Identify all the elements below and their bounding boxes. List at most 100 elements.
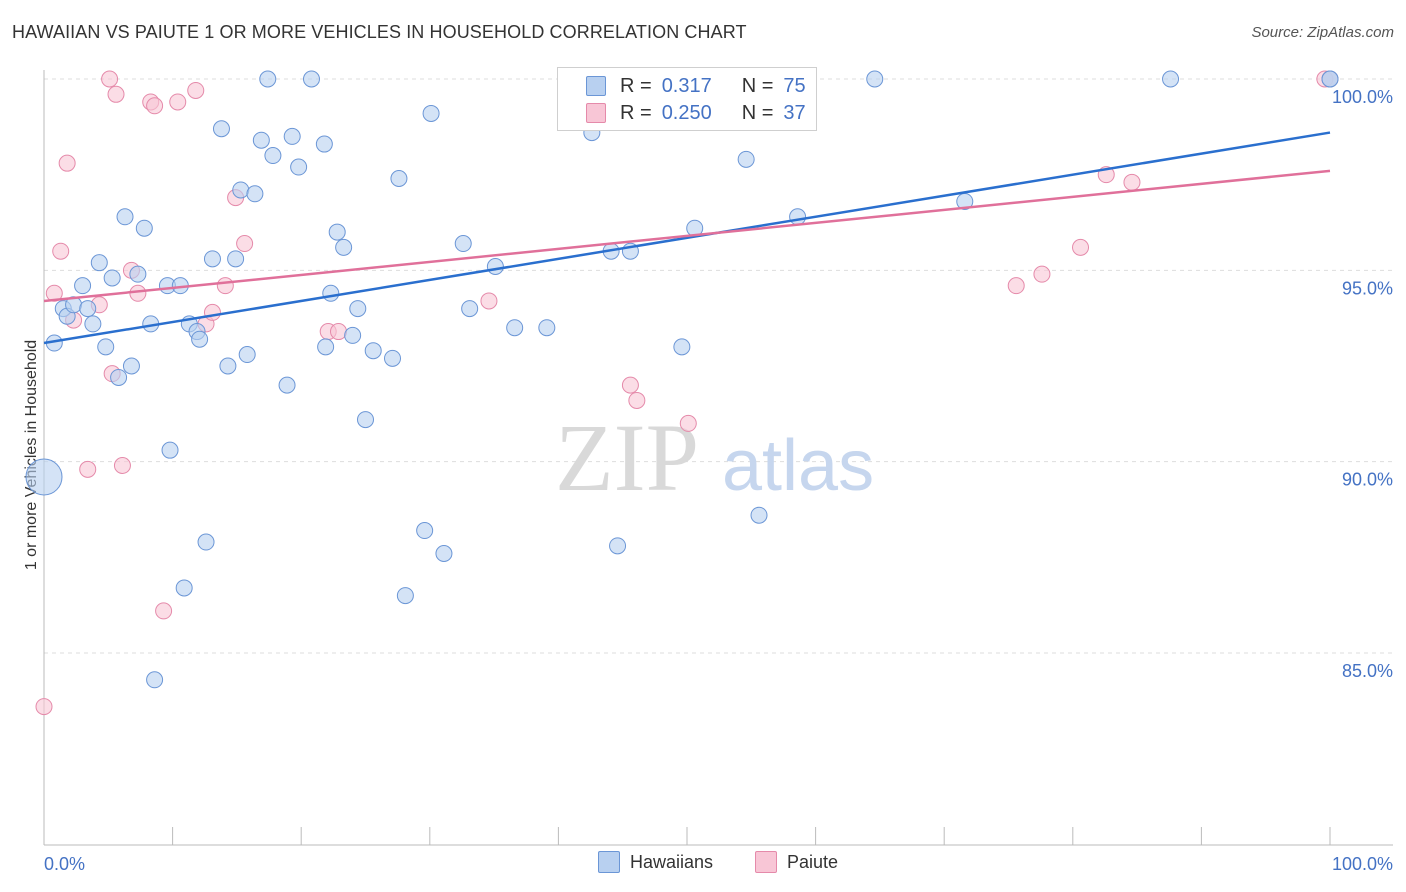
- data-point: [344, 326, 362, 344]
- y-tick-label: 100.0%: [1332, 87, 1393, 107]
- data-point: [203, 250, 221, 268]
- data-point: [335, 238, 353, 256]
- gridlines: [44, 78, 1393, 654]
- legend-row-hawaiians: R = 0.317 N = 75: [558, 73, 806, 99]
- data-point: [283, 127, 301, 145]
- data-point: [384, 349, 402, 367]
- data-point: [110, 368, 128, 386]
- data-point: [364, 342, 382, 360]
- data-point: [396, 587, 414, 605]
- data-point: [79, 460, 97, 478]
- data-point: [679, 414, 697, 432]
- data-point: [1007, 277, 1025, 295]
- legend-n-value: 75: [783, 74, 806, 97]
- y-tick-labels: 85.0% 90.0% 95.0% 100.0%: [1332, 87, 1393, 681]
- y-tick-label: 85.0%: [1342, 661, 1393, 681]
- data-point: [232, 181, 250, 199]
- data-point: [236, 235, 254, 253]
- data-point: [461, 300, 479, 318]
- hawaiians-swatch: [598, 851, 620, 873]
- data-point: [155, 602, 173, 620]
- paiute-swatch: [755, 851, 777, 873]
- watermark-zip: ZIP: [555, 404, 699, 511]
- data-point: [435, 545, 453, 563]
- data-point: [175, 579, 193, 597]
- legend-item-paiute[interactable]: Paiute: [755, 851, 838, 873]
- legend-n-label: N =: [741, 101, 774, 124]
- source-label: Source: ZipAtlas.com: [1251, 24, 1394, 41]
- data-point: [25, 458, 63, 496]
- data-point: [203, 303, 221, 321]
- data-point: [1123, 173, 1141, 191]
- data-point: [422, 104, 440, 122]
- data-point: [161, 441, 179, 459]
- data-point: [609, 537, 627, 555]
- chart-title: HAWAIIAN VS PAIUTE 1 OR MORE VEHICLES IN…: [12, 22, 747, 42]
- data-point: [750, 506, 768, 524]
- data-point: [187, 81, 205, 99]
- series-legend: Hawaiians Paiute: [0, 851, 1406, 879]
- paiute-trend-line: [43, 169, 1331, 303]
- data-point: [328, 223, 346, 241]
- data-point: [480, 292, 498, 310]
- data-point: [322, 284, 340, 302]
- data-point: [74, 277, 92, 295]
- data-point: [454, 235, 472, 253]
- paiute-swatch: [586, 103, 606, 123]
- y-tick-label: 90.0%: [1342, 470, 1393, 490]
- data-point: [264, 147, 282, 165]
- legend-n-label: N =: [741, 74, 774, 97]
- data-point: [227, 250, 245, 268]
- data-point: [416, 522, 434, 540]
- data-point: [122, 357, 140, 375]
- data-point: [35, 698, 53, 716]
- data-point: [252, 131, 270, 149]
- trend-lines: [43, 131, 1331, 345]
- data-point: [486, 258, 504, 276]
- data-point: [278, 376, 296, 394]
- data-point: [135, 219, 153, 237]
- data-point: [238, 346, 256, 364]
- data-point: [146, 97, 164, 115]
- legend-label-paiute: Paiute: [787, 851, 839, 872]
- data-point: [302, 70, 320, 88]
- data-point: [191, 330, 209, 348]
- data-point: [866, 70, 884, 88]
- data-point: [101, 70, 119, 88]
- data-point: [219, 357, 237, 375]
- x-tick-label-min: 0.0%: [44, 854, 85, 874]
- data-point: [357, 411, 374, 429]
- data-point: [349, 300, 367, 318]
- legend-r-label: R =: [620, 74, 652, 97]
- data-point: [90, 254, 108, 272]
- data-point: [103, 269, 121, 287]
- data-point: [1162, 70, 1180, 88]
- data-point: [621, 376, 639, 394]
- data-point: [129, 284, 147, 302]
- data-point: [84, 315, 102, 333]
- legend-r-value: 0.317: [661, 74, 712, 97]
- data-point: [1072, 238, 1090, 256]
- data-point: [169, 93, 187, 111]
- legend-item-hawaiians[interactable]: Hawaiians: [598, 851, 713, 873]
- data-point: [628, 391, 646, 409]
- hawaiians-trend-line: [43, 131, 1331, 345]
- data-point: [329, 323, 347, 341]
- hawaiians-swatch: [586, 76, 606, 96]
- watermark-atlas: atlas: [722, 426, 874, 506]
- data-point: [216, 277, 234, 295]
- legend-r-label: R =: [620, 101, 652, 124]
- data-point: [317, 338, 335, 356]
- data-point: [146, 671, 164, 689]
- data-point: [1033, 265, 1051, 283]
- data-point: [116, 208, 134, 226]
- data-point: [113, 456, 131, 474]
- legend-r-value: 0.250: [661, 101, 712, 124]
- legend-row-paiute: R = 0.250 N = 37: [558, 100, 806, 126]
- data-point: [52, 242, 70, 260]
- data-point: [129, 265, 147, 283]
- legend-label-hawaiians: Hawaiians: [630, 851, 714, 872]
- data-point: [212, 120, 230, 138]
- data-point: [789, 208, 807, 226]
